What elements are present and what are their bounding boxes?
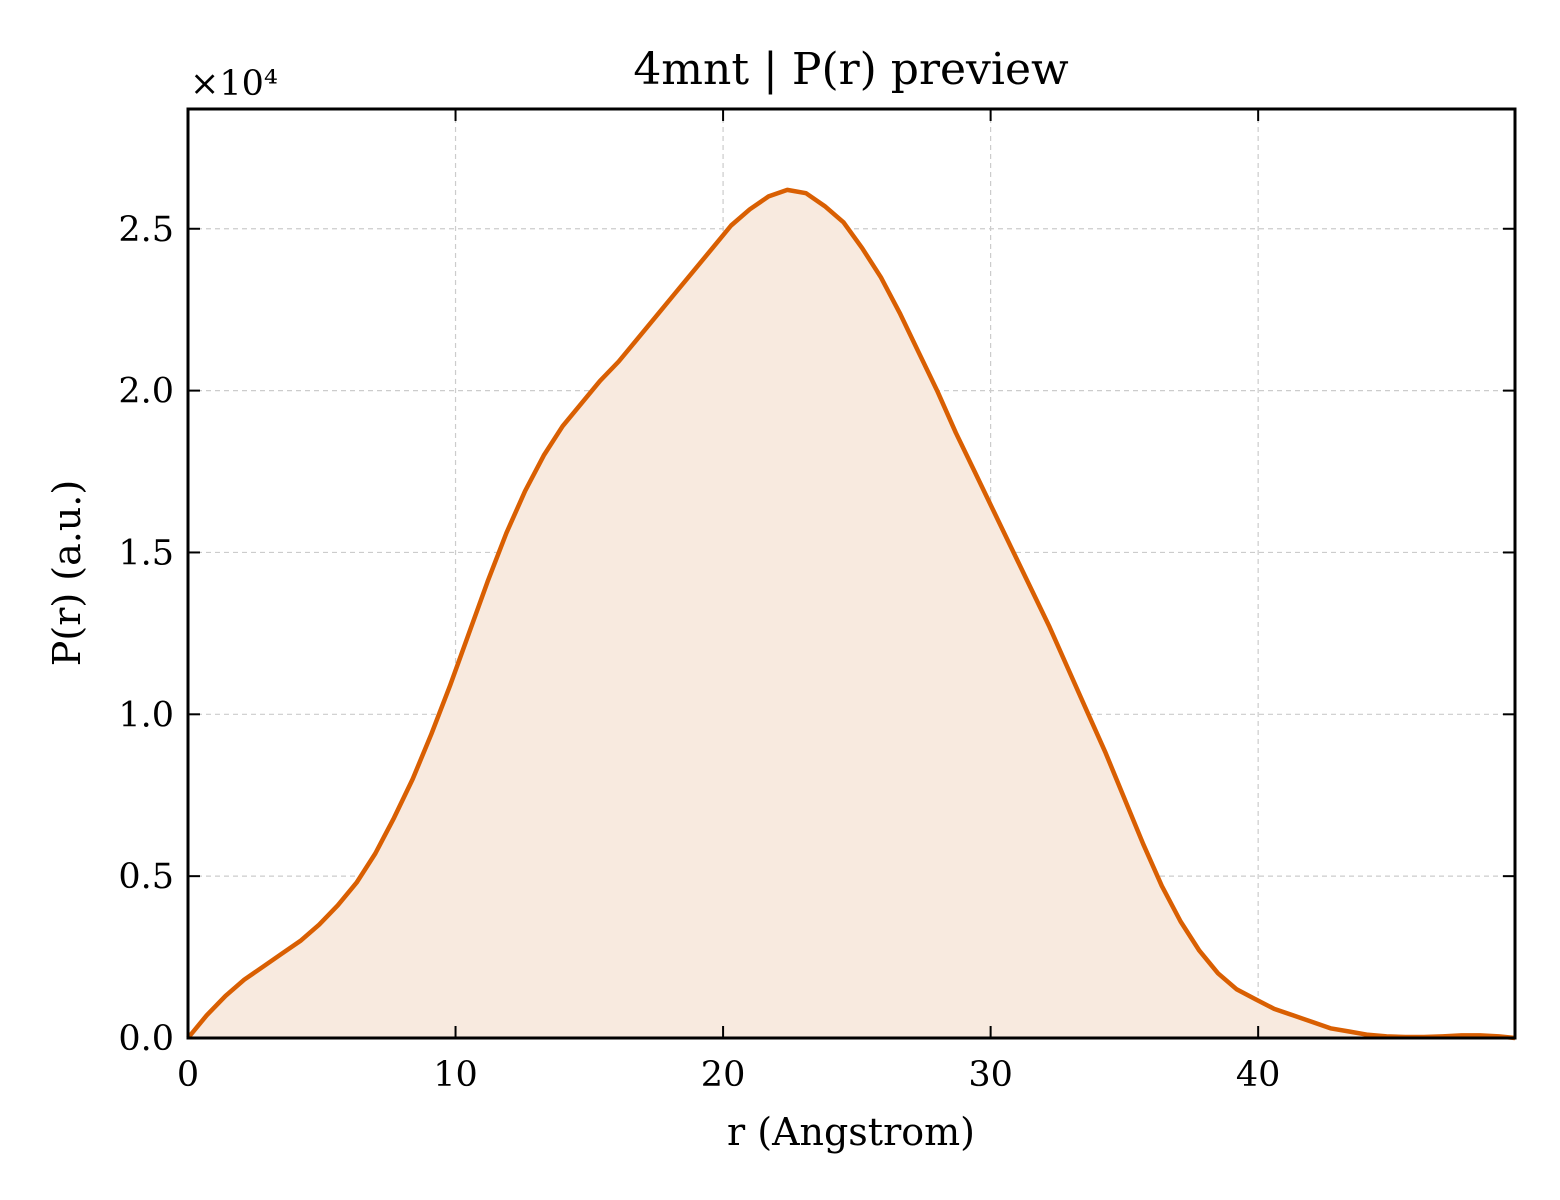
x-tick-label: 40 (1236, 1055, 1281, 1095)
y-tick-label: 2.0 (118, 372, 174, 412)
axis-ticks: 0 10 20 30 40 0.0 0.5 1.0 1.5 2.0 2.5 (118, 109, 1515, 1095)
x-tick-label: 30 (968, 1055, 1013, 1095)
y-tick-label: 1.0 (118, 695, 174, 735)
plot-frame (186, 107, 1517, 1040)
y-tick-label: 2.5 (118, 210, 174, 250)
y-tick-label: 1.5 (118, 533, 174, 573)
x-tick-label: 20 (701, 1055, 746, 1095)
y-tick-label: 0.5 (118, 857, 174, 897)
x-tick-label: 0 (177, 1055, 199, 1095)
y-axis-label: P(r) (a.u.) (45, 480, 89, 666)
area-fill (188, 189, 1515, 1038)
x-axis-label: r (Angstrom) (727, 1110, 975, 1154)
y-tick-label: 0.0 (118, 1019, 174, 1059)
x-tick-label: 10 (433, 1055, 478, 1095)
chart-title: 4mnt | P(r) preview (633, 44, 1069, 95)
series-line (186, 187, 1516, 1041)
y-scale-exponent: ×10⁴ (190, 64, 278, 104)
